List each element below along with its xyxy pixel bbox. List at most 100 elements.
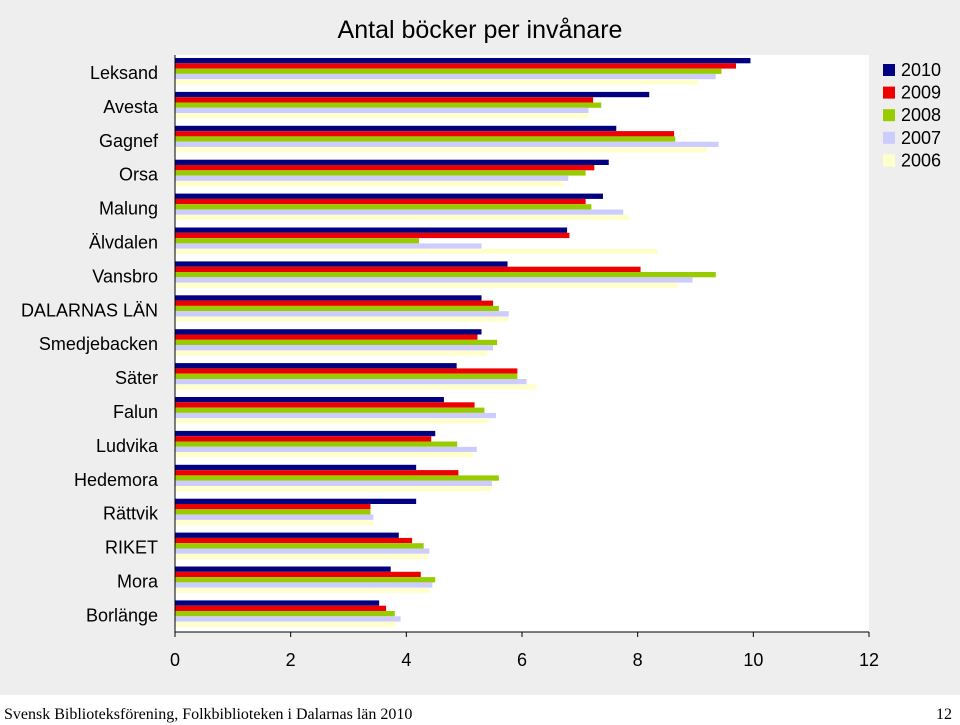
bar-2007 <box>175 141 719 147</box>
category-label: Gagnef <box>99 131 159 151</box>
bar-2010 <box>175 261 508 267</box>
bar-2007 <box>175 107 589 114</box>
bar-2010 <box>175 159 609 165</box>
bar-2006 <box>175 79 699 85</box>
bar-2010 <box>175 295 482 301</box>
x-tick-label: 2 <box>286 650 296 670</box>
category-label: DALARNAS LÄN <box>21 300 158 320</box>
x-tick-label: 12 <box>859 650 879 670</box>
legend-label: 2007 <box>901 128 941 148</box>
bar-2006 <box>175 282 679 288</box>
bar-2010 <box>175 397 444 403</box>
bar-2006 <box>175 214 629 221</box>
bar-2008 <box>175 509 371 515</box>
bar-chart: Antal böcker per invånare Leksand Avesta G… <box>21 16 941 670</box>
x-tick-label: 10 <box>743 650 763 670</box>
bar-2008 <box>175 373 518 379</box>
legend-swatch-2008 <box>883 109 895 122</box>
legend-label: 2008 <box>901 105 941 125</box>
category-label: Älvdalen <box>89 232 158 252</box>
bar-2007 <box>175 209 624 215</box>
bar-2006 <box>175 350 488 356</box>
bar-2008 <box>175 204 592 210</box>
category-label: Avesta <box>103 97 159 117</box>
bar-2010 <box>175 58 751 64</box>
bar-2006 <box>175 486 492 492</box>
bar-2008 <box>175 543 424 549</box>
category-label: Smedjebacken <box>39 334 158 354</box>
bar-2010 <box>175 329 482 335</box>
category-label: RIKET <box>105 538 158 558</box>
legend-label: 2010 <box>901 60 941 80</box>
legend-swatch-2006 <box>883 154 895 167</box>
bar-2007 <box>175 175 569 181</box>
page-number: 12 <box>936 706 952 723</box>
bar-2010 <box>175 227 568 233</box>
bar-2007 <box>175 412 496 419</box>
bar-2007 <box>175 379 527 385</box>
bar-2007 <box>175 345 494 351</box>
bar-2007 <box>175 548 430 554</box>
bar-2009 <box>175 571 421 578</box>
bar-2009 <box>175 266 641 272</box>
bar-2010 <box>175 600 380 606</box>
bar-2008 <box>175 272 716 278</box>
bar-2006 <box>175 519 374 526</box>
category-label: Borlänge <box>86 605 158 625</box>
bar-2009 <box>175 605 387 611</box>
legend-label: 2009 <box>901 83 941 103</box>
bar-2010 <box>175 566 391 572</box>
legend-swatch-2009 <box>883 86 895 99</box>
chart-title: Antal böcker per invånare <box>338 16 623 44</box>
bar-2008 <box>175 407 485 413</box>
bar-2010 <box>175 193 603 199</box>
x-axis-ticks: 0 2 4 6 8 10 12 <box>170 632 879 670</box>
category-label: Falun <box>113 402 158 422</box>
bar-2009 <box>175 334 478 340</box>
chart-area: Antal böcker per invånare Leksand Avesta G… <box>0 0 960 695</box>
bar-2009 <box>175 402 475 408</box>
bar-2007 <box>175 311 509 317</box>
category-label: Mora <box>117 571 159 591</box>
bar-2009 <box>175 97 594 103</box>
bar-2010 <box>175 91 650 98</box>
bar-2009 <box>175 198 586 205</box>
bar-2008 <box>175 102 602 108</box>
category-label: Vansbro <box>92 266 158 286</box>
bar-2007 <box>175 616 401 622</box>
category-label: Hedemora <box>74 470 159 490</box>
bar-2010 <box>175 125 617 132</box>
bar-2009 <box>175 300 494 306</box>
bar-2008 <box>175 170 586 176</box>
bar-2008 <box>175 577 436 583</box>
bar-2007 <box>175 243 482 249</box>
bar-2007 <box>175 73 716 80</box>
bar-2006 <box>175 452 473 458</box>
category-labels: Leksand Avesta Gagnef Orsa Malung Älvdalen Van… <box>21 63 159 625</box>
category-label: Orsa <box>119 165 159 185</box>
bar-2009 <box>175 470 459 476</box>
bar-2010 <box>175 363 457 369</box>
bar-2009 <box>175 537 413 544</box>
bar-2006 <box>175 418 489 424</box>
x-tick-label: 0 <box>170 650 180 670</box>
footer: Svensk Biblioteksförening, Folkbibliotek… <box>0 695 960 725</box>
bar-2007 <box>175 480 492 486</box>
category-label: Ludvika <box>96 436 159 456</box>
legend-swatch-2007 <box>883 131 895 144</box>
footer-source-text: Svensk Biblioteksförening, Folkbibliotek… <box>4 706 413 723</box>
category-label: Rättvik <box>103 504 159 524</box>
bar-2008 <box>175 339 498 346</box>
bar-2006 <box>175 384 537 390</box>
bars-group <box>175 58 751 627</box>
bar-2008 <box>175 611 395 617</box>
bar-2006 <box>175 248 658 254</box>
bar-2006 <box>175 113 589 119</box>
bar-2008 <box>175 68 722 74</box>
bar-2008 <box>175 136 676 142</box>
bar-2009 <box>175 63 736 69</box>
bar-2009 <box>175 436 432 442</box>
category-label: Malung <box>99 199 158 219</box>
legend-swatch-2010 <box>883 64 895 76</box>
